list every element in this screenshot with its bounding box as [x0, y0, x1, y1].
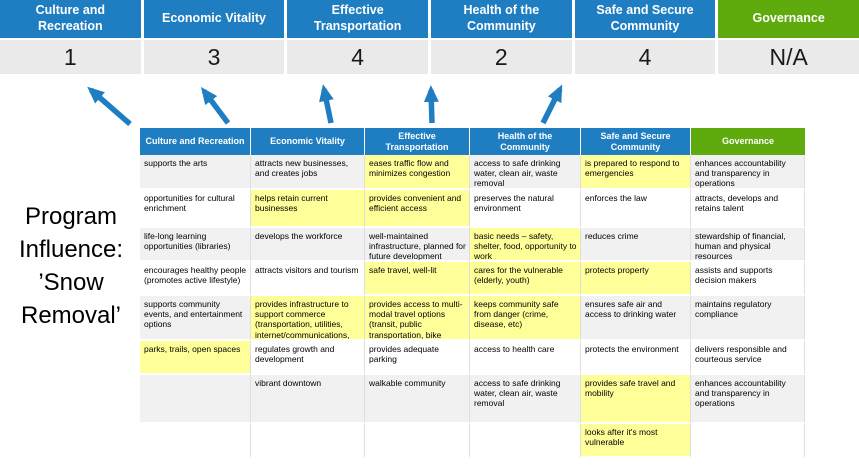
- matrix-cell-r6c6: delivers responsible and courteous servi…: [691, 341, 805, 375]
- summary-header-effective-transportation: Effective Transportation: [287, 0, 428, 38]
- matrix-cell-r3c5: reduces crime: [581, 228, 691, 262]
- matrix-cell-r7c4: access to safe drinking water, clean air…: [470, 375, 581, 424]
- summary-score-governance: N/A: [718, 40, 859, 74]
- matrix-cell-r8c6: [691, 424, 805, 458]
- summary-header-health-of-the-community: Health of the Community: [431, 0, 572, 38]
- matrix-cell-r6c1: parks, trails, open spaces: [140, 341, 251, 375]
- matrix-cell-r6c4: access to health care: [470, 341, 581, 375]
- up-arrow-safe: [540, 84, 563, 125]
- matrix-cell-r4c4: cares for the vulnerable (elderly, youth…: [470, 262, 581, 296]
- matrix-cell-r1c4: access to safe drinking water, clean air…: [470, 155, 581, 190]
- summary-score-health-of-the-community: 2: [431, 40, 572, 74]
- matrix-cell-r3c6: stewardship of financial, human and phys…: [691, 228, 805, 262]
- matrix-cell-r2c6: attracts, develops and retains talent: [691, 190, 805, 228]
- matrix-header-effective-transportation: Effective Transportation: [365, 128, 470, 155]
- matrix-cell-r7c3: walkable community: [365, 375, 470, 424]
- summary-score-economic-vitality: 3: [143, 40, 285, 74]
- matrix-body: supports the arts attracts new businesses…: [140, 155, 805, 458]
- matrix-cell-r2c5: enforces the law: [581, 190, 691, 228]
- summary-score-effective-transportation: 4: [287, 40, 428, 74]
- matrix-cell-r8c3: [365, 424, 470, 458]
- matrix-cell-r8c2: [251, 424, 365, 458]
- matrix-cell-r1c1: supports the arts: [140, 155, 251, 190]
- matrix-cell-r5c2: provides infrastructure to support comme…: [251, 296, 365, 341]
- mapping-arrows: [87, 84, 563, 127]
- program-influence-line-2: Influence:: [18, 236, 124, 264]
- matrix-cell-r7c1: [140, 375, 251, 424]
- matrix-cell-r5c3: provides access to multi-modal travel op…: [365, 296, 470, 341]
- matrix-cell-r6c5: protects the environment: [581, 341, 691, 375]
- matrix-cell-r1c5: is prepared to respond to emergencies: [581, 155, 691, 190]
- matrix-cell-r4c6: assists and supports decision makers: [691, 262, 805, 296]
- matrix-cell-r3c3: well-maintained infrastructure, planned …: [365, 228, 470, 262]
- matrix-cell-r3c1: life-long learning opportunities (librar…: [140, 228, 251, 262]
- matrix-cell-r5c4: keeps community safe from danger (crime,…: [470, 296, 581, 341]
- matrix-cell-r2c2: helps retain current businesses: [251, 190, 365, 228]
- matrix-cell-r7c6: enhances accountability and transparency…: [691, 375, 805, 424]
- matrix-cell-r3c4: basic needs – safety, shelter, food, opp…: [470, 228, 581, 262]
- matrix-header-culture-and-recreation: Culture and Recreation: [140, 128, 251, 155]
- up-arrow-health: [423, 85, 439, 124]
- matrix-cell-r1c6: enhances accountability and transparency…: [691, 155, 805, 190]
- matrix-header-governance: Governance: [691, 128, 805, 155]
- matrix-header-health-of-the-community: Health of the Community: [470, 128, 581, 155]
- matrix-cell-r7c5: provides safe travel and mobility: [581, 375, 691, 424]
- matrix-cell-r4c5: protects property: [581, 262, 691, 296]
- matrix-header-safe-and-secure-community: Safe and Secure Community: [581, 128, 691, 155]
- matrix-cell-r1c3: eases traffic flow and minimizes congest…: [365, 155, 470, 190]
- matrix-header-economic-vitality: Economic Vitality: [251, 128, 365, 155]
- up-arrow-economic: [201, 87, 231, 125]
- up-arrow-culture: [87, 86, 132, 127]
- matrix-cell-r8c4: [470, 424, 581, 458]
- matrix-cell-r6c3: provides adequate parking: [365, 341, 470, 375]
- program-influence-line-1: Program: [24, 203, 118, 230]
- matrix-cell-r5c5: ensures safe air and access to drinking …: [581, 296, 691, 341]
- summary-header-governance: Governance: [718, 0, 859, 38]
- summary-header-culture-and-recreation: Culture and Recreation: [0, 0, 141, 38]
- summary-header-economic-vitality: Economic Vitality: [143, 0, 285, 38]
- program-influence-line-3: ’Snow: [38, 269, 104, 297]
- summary-score-culture-and-recreation: 1: [0, 40, 141, 74]
- matrix-cell-r4c3: safe travel, well-lit: [365, 262, 470, 296]
- matrix-cell-r2c4: preserves the natural environment: [470, 190, 581, 228]
- matrix-cell-r8c5: looks after it's most vulnerable: [581, 424, 691, 458]
- matrix-header-row: Culture and Recreation Economic Vitality E…: [140, 128, 805, 155]
- matrix-cell-r2c1: opportunities for cultural enrichment: [140, 190, 251, 228]
- summary-header-safe-and-secure-community: Safe and Secure Community: [574, 0, 716, 38]
- matrix-cell-r7c2: vibrant downtown: [251, 375, 365, 424]
- matrix-cell-r5c1: supports community events, and entertain…: [140, 296, 251, 341]
- program-matrix-table: Culture and Recreation Economic Vitality E…: [140, 128, 805, 458]
- program-influence-label: Program Influence: ’Snow Removal’: [0, 200, 142, 332]
- matrix-cell-r5c6: maintains regulatory compliance: [691, 296, 805, 341]
- matrix-cell-r8c1: [140, 424, 251, 458]
- matrix-cell-r6c2: regulates growth and development: [251, 341, 365, 375]
- summary-table: Culture and Recreation Economic Vitality E…: [0, 0, 859, 74]
- program-influence-line-4: Removal’: [20, 302, 122, 330]
- matrix-cell-r4c2: attracts visitors and tourism: [251, 262, 365, 296]
- summary-score-safe-and-secure-community: 4: [574, 40, 716, 74]
- up-arrow-transportation: [319, 84, 334, 124]
- matrix-cell-r2c3: provides convenient and efficient access: [365, 190, 470, 228]
- matrix-cell-r4c1: encourages healthy people (promotes acti…: [140, 262, 251, 296]
- matrix-cell-r3c2: develops the workforce: [251, 228, 365, 262]
- matrix-cell-r1c2: attracts new businesses, and creates job…: [251, 155, 365, 190]
